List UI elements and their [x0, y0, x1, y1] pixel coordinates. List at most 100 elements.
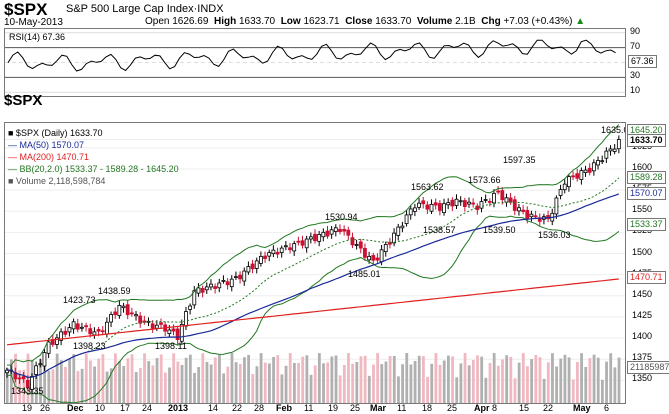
- legend-bb: — BB(20,2.0) 1533.37 - 1589.28 - 1645.20: [8, 164, 179, 174]
- change-value: +7.03 (+0.43%): [503, 16, 573, 27]
- volume-bar: [313, 365, 317, 403]
- volume-bar: [451, 356, 454, 403]
- volume-bar: [530, 359, 534, 403]
- tag-close: 1633.70: [627, 133, 666, 147]
- candle-body: [121, 305, 126, 309]
- candle-body: [446, 202, 451, 206]
- volume-bar: [263, 362, 267, 403]
- volume-bar: [34, 367, 38, 403]
- price-annotation: 1398.11: [155, 341, 187, 351]
- bb-upper-line: [6, 124, 620, 366]
- candle-body: [616, 139, 621, 150]
- volume-bar: [422, 356, 425, 403]
- price-annotation: 1485.01: [348, 269, 381, 279]
- volume-bar: [163, 372, 167, 403]
- candle-body: [612, 148, 617, 152]
- volume-bar: [292, 362, 296, 403]
- legend-main: ■ $SPX (Daily) 1633.70: [8, 128, 103, 138]
- volume-bar: [101, 354, 105, 403]
- candle-body: [462, 200, 467, 207]
- volume-bar: [363, 355, 367, 403]
- candle-body: [92, 331, 97, 336]
- candle-body: [308, 236, 313, 240]
- volume-bar: [501, 359, 504, 403]
- candle-body: [30, 376, 34, 390]
- candle-body: [188, 305, 193, 310]
- ma50-line: [7, 193, 619, 379]
- candle-body: [425, 204, 430, 210]
- tag-bb-mid: 1589.28: [627, 171, 666, 185]
- volume-bar: [255, 366, 259, 403]
- candle-body: [554, 197, 559, 215]
- volume-bar: [268, 363, 271, 403]
- candle-body: [288, 247, 292, 251]
- candle-body: [421, 200, 426, 205]
- candle-body: [517, 207, 521, 212]
- candle-body: [521, 209, 526, 212]
- volume-bar: [322, 363, 325, 403]
- volume-bar: [222, 373, 226, 403]
- price-annotation: 1343.35: [11, 386, 44, 396]
- volume-bar: [417, 355, 421, 403]
- volume-bar: [259, 353, 263, 403]
- volume-bar: [105, 371, 109, 403]
- candle-body: [408, 208, 413, 216]
- candle-body: [246, 266, 251, 273]
- volume-bar: [480, 356, 484, 403]
- volume-bar: [126, 358, 130, 403]
- volume-bar: [588, 358, 592, 403]
- candle-body: [437, 203, 442, 211]
- price-tick-label: 1600: [632, 162, 653, 173]
- candle-body: [221, 279, 226, 282]
- candle-body: [591, 162, 596, 172]
- volume-bar: [430, 363, 434, 403]
- price-tick-label: 1450: [632, 288, 653, 299]
- candle-body: [329, 229, 334, 235]
- volume-bar: [463, 353, 467, 403]
- bb-lower-line: [7, 215, 620, 403]
- candle-body: [84, 325, 88, 328]
- ma200-line: [6, 278, 619, 346]
- volume-bar: [509, 356, 513, 403]
- candle-body: [450, 199, 455, 207]
- volume-bar: [93, 366, 97, 403]
- x-tick-label: 19: [22, 403, 33, 413]
- candle-body: [583, 169, 588, 173]
- tag-ma200: 1470.71: [627, 271, 666, 285]
- candle-body: [258, 256, 263, 264]
- candle-body: [383, 244, 388, 253]
- volume-bar: [409, 364, 413, 403]
- volume-bar: [434, 353, 438, 403]
- volume-bar: [205, 361, 209, 403]
- candle-body: [234, 276, 238, 279]
- volume-bar: [155, 358, 159, 403]
- volume-bar: [471, 360, 475, 403]
- x-tick-label: 24: [142, 403, 153, 413]
- candle-body: [17, 377, 22, 380]
- price-annotation: 1423.73: [63, 295, 96, 305]
- volume-bar: [89, 360, 92, 403]
- candle-body: [392, 232, 396, 244]
- x-tick-label: 10: [95, 403, 106, 413]
- candle-body: [154, 324, 159, 329]
- volume-bar: [488, 363, 492, 403]
- candle-body: [175, 328, 180, 341]
- candle-body: [229, 278, 234, 288]
- chart-header: $SPX S&P 500 Large Cap Index·INDX 10-May…: [0, 0, 669, 28]
- volume-bar: [617, 357, 621, 403]
- volume-bar: [201, 353, 205, 403]
- volume-bar: [109, 368, 113, 403]
- candle-body: [134, 314, 138, 317]
- x-tick-label: 11: [397, 403, 407, 413]
- volume-bar: [542, 378, 546, 403]
- candle-body: [442, 203, 446, 213]
- volume-bar: [546, 362, 550, 403]
- candle-body: [159, 322, 163, 325]
- high-value: 1633.70: [238, 16, 276, 27]
- volume-bar: [213, 357, 217, 403]
- volume-bar: [159, 354, 163, 403]
- candle-body: [296, 240, 301, 243]
- x-tick-label: 25: [447, 403, 458, 413]
- x-tick-label: 6: [604, 403, 610, 413]
- volume-bar: [455, 377, 459, 403]
